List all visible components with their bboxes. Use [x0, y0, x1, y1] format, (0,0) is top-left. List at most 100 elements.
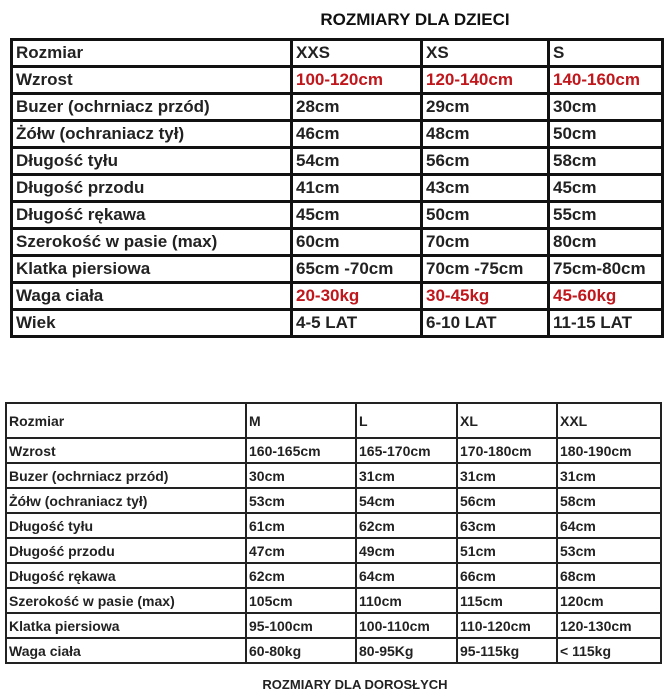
table-cell: 31cm: [556, 462, 662, 489]
table-cell: 56cm: [456, 487, 558, 514]
table-cell: XXL: [556, 402, 662, 439]
table-cell: 54cm: [355, 487, 458, 514]
row-label: Żółw (ochraniacz tył): [5, 487, 247, 514]
header-row: Rozmiar XXS XS S: [10, 38, 664, 68]
table-row: Żółw (ochraniacz tył) 53cm 54cm 56cm 58cm: [5, 487, 662, 514]
table-cell: 140-160cm: [547, 65, 664, 95]
table-cell: 55cm: [547, 200, 664, 230]
table-cell: 60-80kg: [245, 637, 357, 664]
table-cell: 58cm: [556, 487, 662, 514]
table-cell: M: [245, 402, 357, 439]
row-label: Rozmiar: [10, 38, 293, 68]
kids-size-table: Rozmiar XXS XS S Wzrost 100-120cm 120-140cm 140…: [10, 38, 664, 338]
table-row: Długość rękawa 45cm 50cm 55cm: [10, 200, 664, 230]
table-cell: 120cm: [556, 587, 662, 614]
table-cell: XS: [420, 38, 550, 68]
table-cell: S: [547, 38, 664, 68]
table-cell: 66cm: [456, 562, 558, 589]
table-cell: 54cm: [290, 146, 423, 176]
table-row: Długość rękawa 62cm 64cm 66cm 68cm: [5, 562, 662, 589]
table-cell: 30cm: [245, 462, 357, 489]
table-cell: 11-15 LAT: [547, 308, 664, 338]
table-cell: 51cm: [456, 537, 558, 564]
table-cell: 6-10 LAT: [420, 308, 550, 338]
table-cell: 70cm: [420, 227, 550, 257]
row-label: Buzer (ochrniacz przód): [10, 92, 293, 122]
row-label: Żółw (ochraniacz tył): [10, 119, 293, 149]
adult-size-table: Rozmiar M L XL XXL Wzrost 160-165cm 165-170cm 17…: [5, 402, 662, 664]
table-cell: 31cm: [355, 462, 458, 489]
table-cell: 29cm: [420, 92, 550, 122]
table-cell: 48cm: [420, 119, 550, 149]
table-row: Klatka piersiowa 65cm -70cm 70cm -75cm 75cm…: [10, 254, 664, 284]
table-cell: 160-165cm: [245, 437, 357, 464]
table-cell: 50cm: [420, 200, 550, 230]
row-label: Buzer (ochrniacz przód): [5, 462, 247, 489]
table-row: Szerokość w pasie (max) 105cm 110cm 115cm 12…: [5, 587, 662, 614]
table-row: Waga ciała 20-30kg 30-45kg 45-60kg: [10, 281, 664, 311]
table-cell: 68cm: [556, 562, 662, 589]
table-cell: 80-95Kg: [355, 637, 458, 664]
table-cell: 115cm: [456, 587, 558, 614]
row-label: Rozmiar: [5, 402, 247, 439]
row-label: Wzrost: [10, 65, 293, 95]
table-row: Długość przodu 47cm 49cm 51cm 53cm: [5, 537, 662, 564]
table-cell: 50cm: [547, 119, 664, 149]
table-cell: 64cm: [556, 512, 662, 539]
table-cell: 95-115kg: [456, 637, 558, 664]
table-cell: 100-110cm: [355, 612, 458, 639]
table-cell: 46cm: [290, 119, 423, 149]
table-cell: 30cm: [547, 92, 664, 122]
table-cell: 95-100cm: [245, 612, 357, 639]
table-cell: 53cm: [245, 487, 357, 514]
table-cell: 45cm: [290, 200, 423, 230]
table-cell: 110-120cm: [456, 612, 558, 639]
table-cell: 120-140cm: [420, 65, 550, 95]
row-label: Szerokość w pasie (max): [5, 587, 247, 614]
table-cell: 60cm: [290, 227, 423, 257]
table-cell: 56cm: [420, 146, 550, 176]
row-label: Szerokość w pasie (max): [10, 227, 293, 257]
table-row: Wzrost 160-165cm 165-170cm 170-180cm 180-190…: [5, 437, 662, 464]
row-label: Klatka piersiowa: [10, 254, 293, 284]
table-cell: 49cm: [355, 537, 458, 564]
row-label: Długość rękawa: [10, 200, 293, 230]
table-cell: 62cm: [245, 562, 357, 589]
table-row: Długość tyłu 54cm 56cm 58cm: [10, 146, 664, 176]
table-cell: 20-30kg: [290, 281, 423, 311]
table-cell: 80cm: [547, 227, 664, 257]
table-cell: 53cm: [556, 537, 662, 564]
table-cell: 62cm: [355, 512, 458, 539]
table-row: Szerokość w pasie (max) 60cm 70cm 80cm: [10, 227, 664, 257]
table-cell: 65cm -70cm: [290, 254, 423, 284]
table-cell: 41cm: [290, 173, 423, 203]
row-label: Długość tyłu: [10, 146, 293, 176]
table-cell: 110cm: [355, 587, 458, 614]
table-cell: 100-120cm: [290, 65, 423, 95]
kids-size-title: ROZMIARY DLA DZIECI: [320, 10, 510, 29]
table-cell: 105cm: [245, 587, 357, 614]
row-label: Długość przodu: [10, 173, 293, 203]
table-cell: 64cm: [355, 562, 458, 589]
table-cell: 63cm: [456, 512, 558, 539]
table-cell: 61cm: [245, 512, 357, 539]
table-cell: XXS: [290, 38, 423, 68]
header-row: Rozmiar M L XL XXL: [5, 402, 662, 439]
table-cell: 70cm -75cm: [420, 254, 550, 284]
row-label: Wiek: [10, 308, 293, 338]
table-cell: 30-45kg: [420, 281, 550, 311]
table-cell: 31cm: [456, 462, 558, 489]
table-cell: 58cm: [547, 146, 664, 176]
table-row: Waga ciała 60-80kg 80-95Kg 95-115kg < 115kg: [5, 637, 662, 664]
table-cell: 180-190cm: [556, 437, 662, 464]
row-label: Długość przodu: [5, 537, 247, 564]
row-label: Długość rękawa: [5, 562, 247, 589]
table-cell: 45-60kg: [547, 281, 664, 311]
table-row: Długość tyłu 61cm 62cm 63cm 64cm: [5, 512, 662, 539]
table-row: Buzer (ochrniacz przód) 28cm 29cm 30cm: [10, 92, 664, 122]
table-cell: 75cm-80cm: [547, 254, 664, 284]
table-row: Wiek 4-5 LAT 6-10 LAT 11-15 LAT: [10, 308, 664, 338]
table-cell: 165-170cm: [355, 437, 458, 464]
row-label: Klatka piersiowa: [5, 612, 247, 639]
row-label: Wzrost: [5, 437, 247, 464]
